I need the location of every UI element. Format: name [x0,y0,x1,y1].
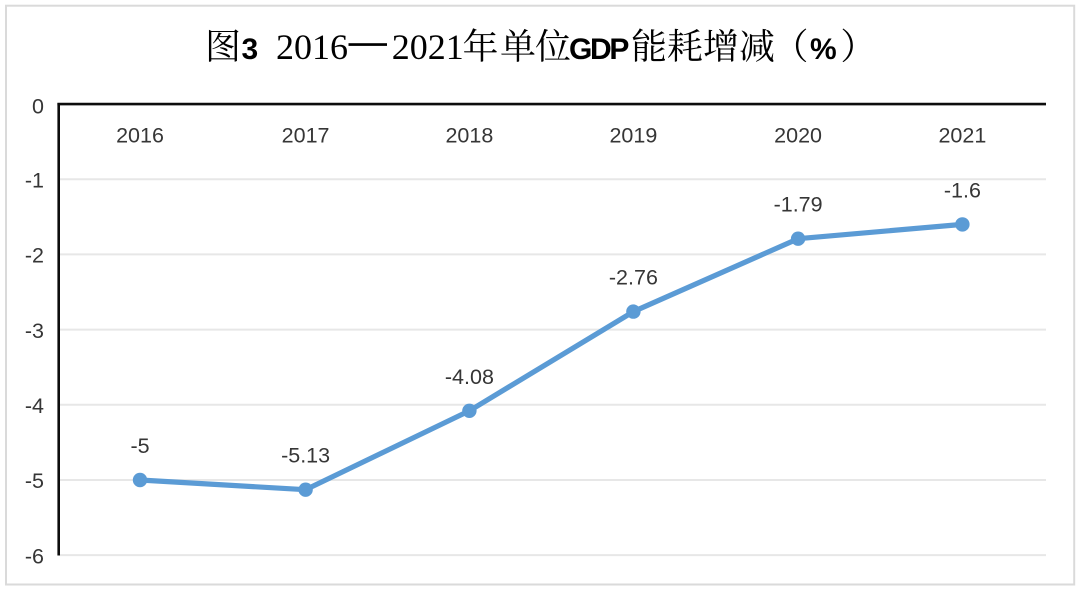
svg-text:3: 3 [242,33,259,66]
svg-text:2019: 2019 [609,124,657,148]
svg-text:2018: 2018 [445,124,493,148]
svg-text:-5: -5 [130,434,149,458]
svg-text:-2: -2 [25,244,44,268]
svg-text:%: % [810,33,837,66]
svg-text:-1: -1 [25,169,44,193]
svg-text:-3: -3 [25,319,44,343]
svg-text:2021: 2021 [392,27,464,67]
svg-text:2020: 2020 [774,124,822,148]
svg-text:-5.13: -5.13 [281,444,330,468]
svg-text:-6: -6 [25,544,44,568]
svg-text:-2.76: -2.76 [609,266,658,290]
svg-text:GDP: GDP [569,33,628,66]
svg-text:-4.08: -4.08 [445,365,494,389]
svg-text:2017: 2017 [282,124,330,148]
svg-text:0: 0 [32,95,44,119]
svg-text:2016: 2016 [276,27,348,67]
svg-text:2016: 2016 [116,124,164,148]
svg-text:-5: -5 [25,469,44,493]
svg-text:-4: -4 [25,394,44,418]
svg-text:-1.79: -1.79 [774,193,823,217]
svg-text:2021: 2021 [938,124,986,148]
svg-text:-1.6: -1.6 [944,178,981,202]
